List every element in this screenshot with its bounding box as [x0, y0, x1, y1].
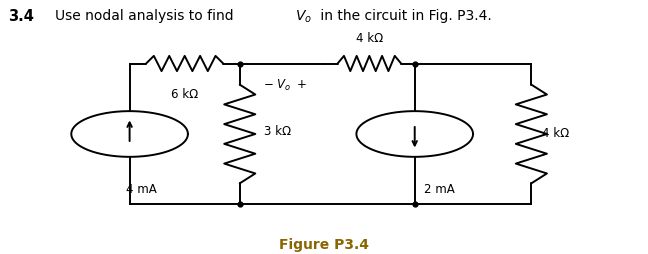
- Text: 6 kΩ: 6 kΩ: [171, 88, 198, 101]
- Text: 4 kΩ: 4 kΩ: [356, 32, 383, 45]
- Text: $-\ V_o\ +$: $-\ V_o\ +$: [263, 77, 307, 92]
- Text: 4 kΩ: 4 kΩ: [542, 128, 569, 140]
- Text: 3.4: 3.4: [8, 9, 34, 24]
- Text: Figure P3.4: Figure P3.4: [279, 238, 369, 252]
- Text: 2 mA: 2 mA: [424, 183, 455, 196]
- Text: Use nodal analysis to find: Use nodal analysis to find: [55, 9, 238, 23]
- Text: in the circuit in Fig. P3.4.: in the circuit in Fig. P3.4.: [316, 9, 492, 23]
- Text: 3 kΩ: 3 kΩ: [264, 125, 292, 138]
- Text: 4 mA: 4 mA: [126, 183, 157, 196]
- Text: $V_o$: $V_o$: [295, 9, 312, 25]
